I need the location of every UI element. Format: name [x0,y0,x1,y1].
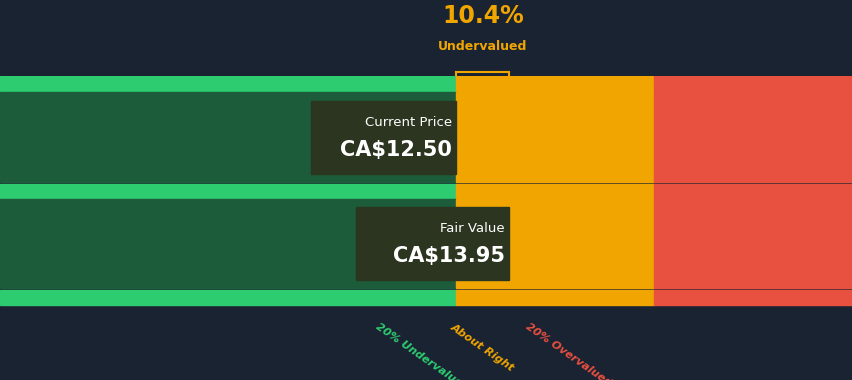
Bar [0,290,456,304]
Text: 20% Overvalued: 20% Overvalued [524,322,613,380]
Bar [355,207,509,280]
Text: Undervalued: Undervalued [438,40,527,52]
Text: About Right: About Right [449,322,515,373]
Bar [456,184,653,198]
Bar [0,198,456,288]
Bar [653,92,852,182]
Bar [653,198,852,288]
Bar [653,76,852,92]
Bar [653,290,852,304]
Bar [311,101,456,174]
Text: Current Price: Current Price [365,116,452,129]
Bar [653,184,852,198]
Bar [456,76,653,92]
Text: 20% Undervalued: 20% Undervalued [374,322,469,380]
Bar [0,184,456,198]
Text: CA$12.50: CA$12.50 [340,141,452,160]
Text: 10.4%: 10.4% [441,4,523,28]
Bar [0,92,456,182]
Bar [456,198,653,288]
Text: CA$13.95: CA$13.95 [393,247,504,266]
Bar [456,290,653,304]
Text: Fair Value: Fair Value [440,222,504,235]
Bar [456,92,653,182]
Bar [0,76,456,92]
